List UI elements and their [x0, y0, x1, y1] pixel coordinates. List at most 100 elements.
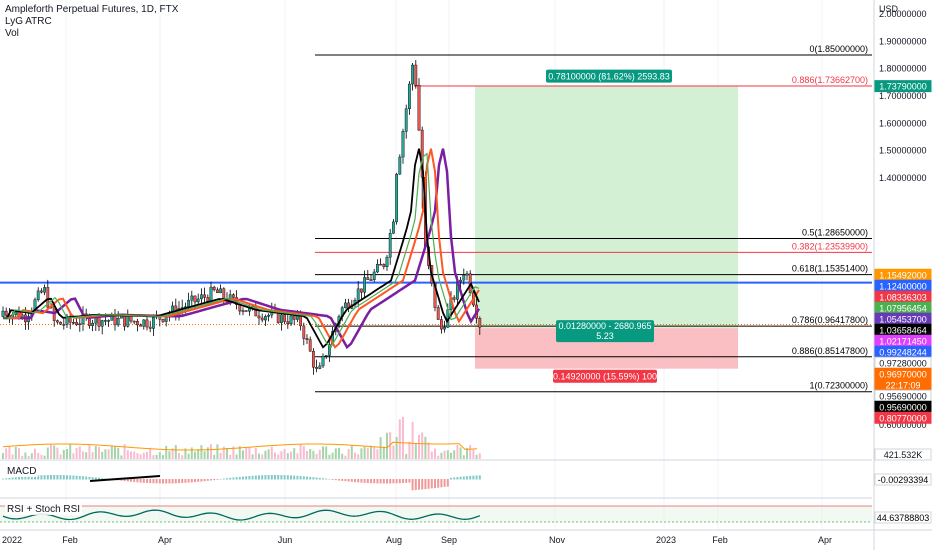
macd-histogram-bar: [21, 476, 24, 480]
volume-bar: [402, 416, 404, 459]
candle-body: [132, 320, 136, 323]
macd-histogram-bar: [50, 475, 52, 480]
volume-bars: [2, 416, 481, 459]
volume-bar: [50, 444, 52, 459]
price-tick-label: 1.70000000: [879, 91, 927, 101]
volume-bar: [107, 449, 110, 459]
candle-body: [328, 344, 331, 356]
macd-histogram-bar: [402, 479, 404, 483]
volume-bar: [242, 450, 244, 459]
price-tag: 1.03658464: [879, 325, 927, 335]
macd-histogram-bar: [75, 475, 78, 480]
macd-histogram-bar: [213, 479, 216, 481]
volume-bar: [5, 448, 8, 459]
candle-body: [187, 299, 190, 307]
price-tick-label: 1.80000000: [879, 64, 927, 74]
volume-bar: [190, 447, 193, 459]
profit-label: 0.78100000 (81.62%) 2593.83: [548, 72, 670, 82]
macd-histogram-bar: [325, 478, 328, 480]
volume-bar: [72, 453, 75, 459]
macd-histogram-bar: [312, 477, 315, 480]
candle-body: [222, 288, 226, 299]
macd-histogram-bar: [478, 475, 481, 480]
macd-histogram-bar: [398, 479, 401, 484]
candle-body: [401, 131, 405, 158]
volume-bar: [411, 421, 414, 459]
volume-bar: [357, 454, 360, 459]
rsi-pane-label[interactable]: RSI + Stoch RSI: [5, 504, 83, 515]
chart-legend: Ampleforth Perpetual Futures, 1D, FTX Ly…: [5, 4, 178, 40]
indicator-volume[interactable]: Vol: [5, 28, 19, 39]
macd-histogram-bar: [437, 479, 440, 488]
candle-body: [382, 264, 386, 267]
volume-bar: [296, 453, 299, 459]
volume-bar: [232, 446, 235, 459]
volume-bar: [302, 446, 305, 459]
macd-histogram-bar: [178, 479, 180, 484]
volume-bar: [309, 449, 312, 459]
macd-histogram-bar: [296, 475, 299, 480]
macd-histogram-bar: [24, 476, 27, 480]
candle-body: [395, 173, 398, 223]
candle-body: [369, 279, 373, 281]
price-tag: 1.15492000: [879, 270, 927, 280]
symbol-title[interactable]: Ampleforth Perpetual Futures, 1D, FTX: [5, 4, 179, 15]
price-tag: 1.12400000: [879, 281, 927, 291]
position-labels: 0.78100000 (81.62%) 2593.83 0.01280000 - …: [546, 69, 672, 383]
volume-bar: [110, 446, 113, 459]
volume-bar: [366, 447, 369, 459]
candle-body: [344, 302, 347, 308]
volume-bar: [475, 454, 478, 459]
volume-bar: [418, 434, 420, 459]
candle-body: [404, 108, 408, 132]
candle-body: [459, 279, 462, 282]
volume-bar: [120, 455, 123, 459]
macd-histogram-bar: [242, 476, 244, 480]
volume-bar: [350, 445, 353, 459]
rsi-line: [2, 509, 481, 521]
macd-histogram-bar: [216, 479, 219, 480]
moving-average-lines: [3, 148, 481, 350]
candle-body: [372, 271, 376, 281]
volume-bar: [18, 448, 20, 459]
volume-bar: [338, 447, 340, 459]
macd-histogram-bar: [136, 479, 139, 483]
macd-pane-label[interactable]: MACD: [5, 466, 39, 477]
price-tag: 0.80770000: [879, 413, 927, 423]
volume-bar: [306, 450, 308, 459]
fib-level-label: 0.5(1.28650000): [802, 227, 868, 237]
volume-bar: [251, 454, 254, 459]
candle-body: [206, 297, 210, 302]
macd-histogram-bar: [206, 479, 209, 481]
macd-histogram-bar: [280, 475, 283, 480]
volume-bar: [456, 445, 459, 459]
volume-bar: [322, 446, 324, 459]
indicator-lyg-atrc[interactable]: LyG ATRC: [5, 16, 52, 27]
volume-bar: [414, 443, 417, 459]
macd-histogram-bar: [290, 475, 292, 480]
candle-body: [126, 316, 130, 327]
candle-body: [116, 318, 120, 326]
macd-histogram-bar: [158, 479, 161, 484]
candle-body: [219, 288, 222, 294]
macd-histogram-bar: [344, 479, 347, 482]
volume-bar: [197, 449, 200, 459]
time-scale[interactable]: 2022 Feb Apr Jun Aug Sep Nov 2023 Feb Apr: [2, 535, 832, 545]
macd-histogram-bar: [357, 479, 360, 483]
candle-body: [420, 129, 424, 178]
candle-body: [196, 298, 200, 303]
volume-bar: [82, 451, 84, 459]
candle-body: [78, 323, 82, 326]
volume-bar: [104, 449, 107, 459]
macd-histogram-bar: [46, 475, 49, 480]
macd-histogram-bar: [341, 479, 344, 481]
volume-bar: [14, 447, 17, 459]
macd-histogram-bar: [248, 476, 251, 480]
candle-body: [46, 287, 50, 308]
volume-bar: [462, 455, 465, 459]
macd-histogram-bar: [72, 475, 75, 480]
volume-bar: [424, 436, 427, 459]
volume-bar: [472, 449, 475, 459]
